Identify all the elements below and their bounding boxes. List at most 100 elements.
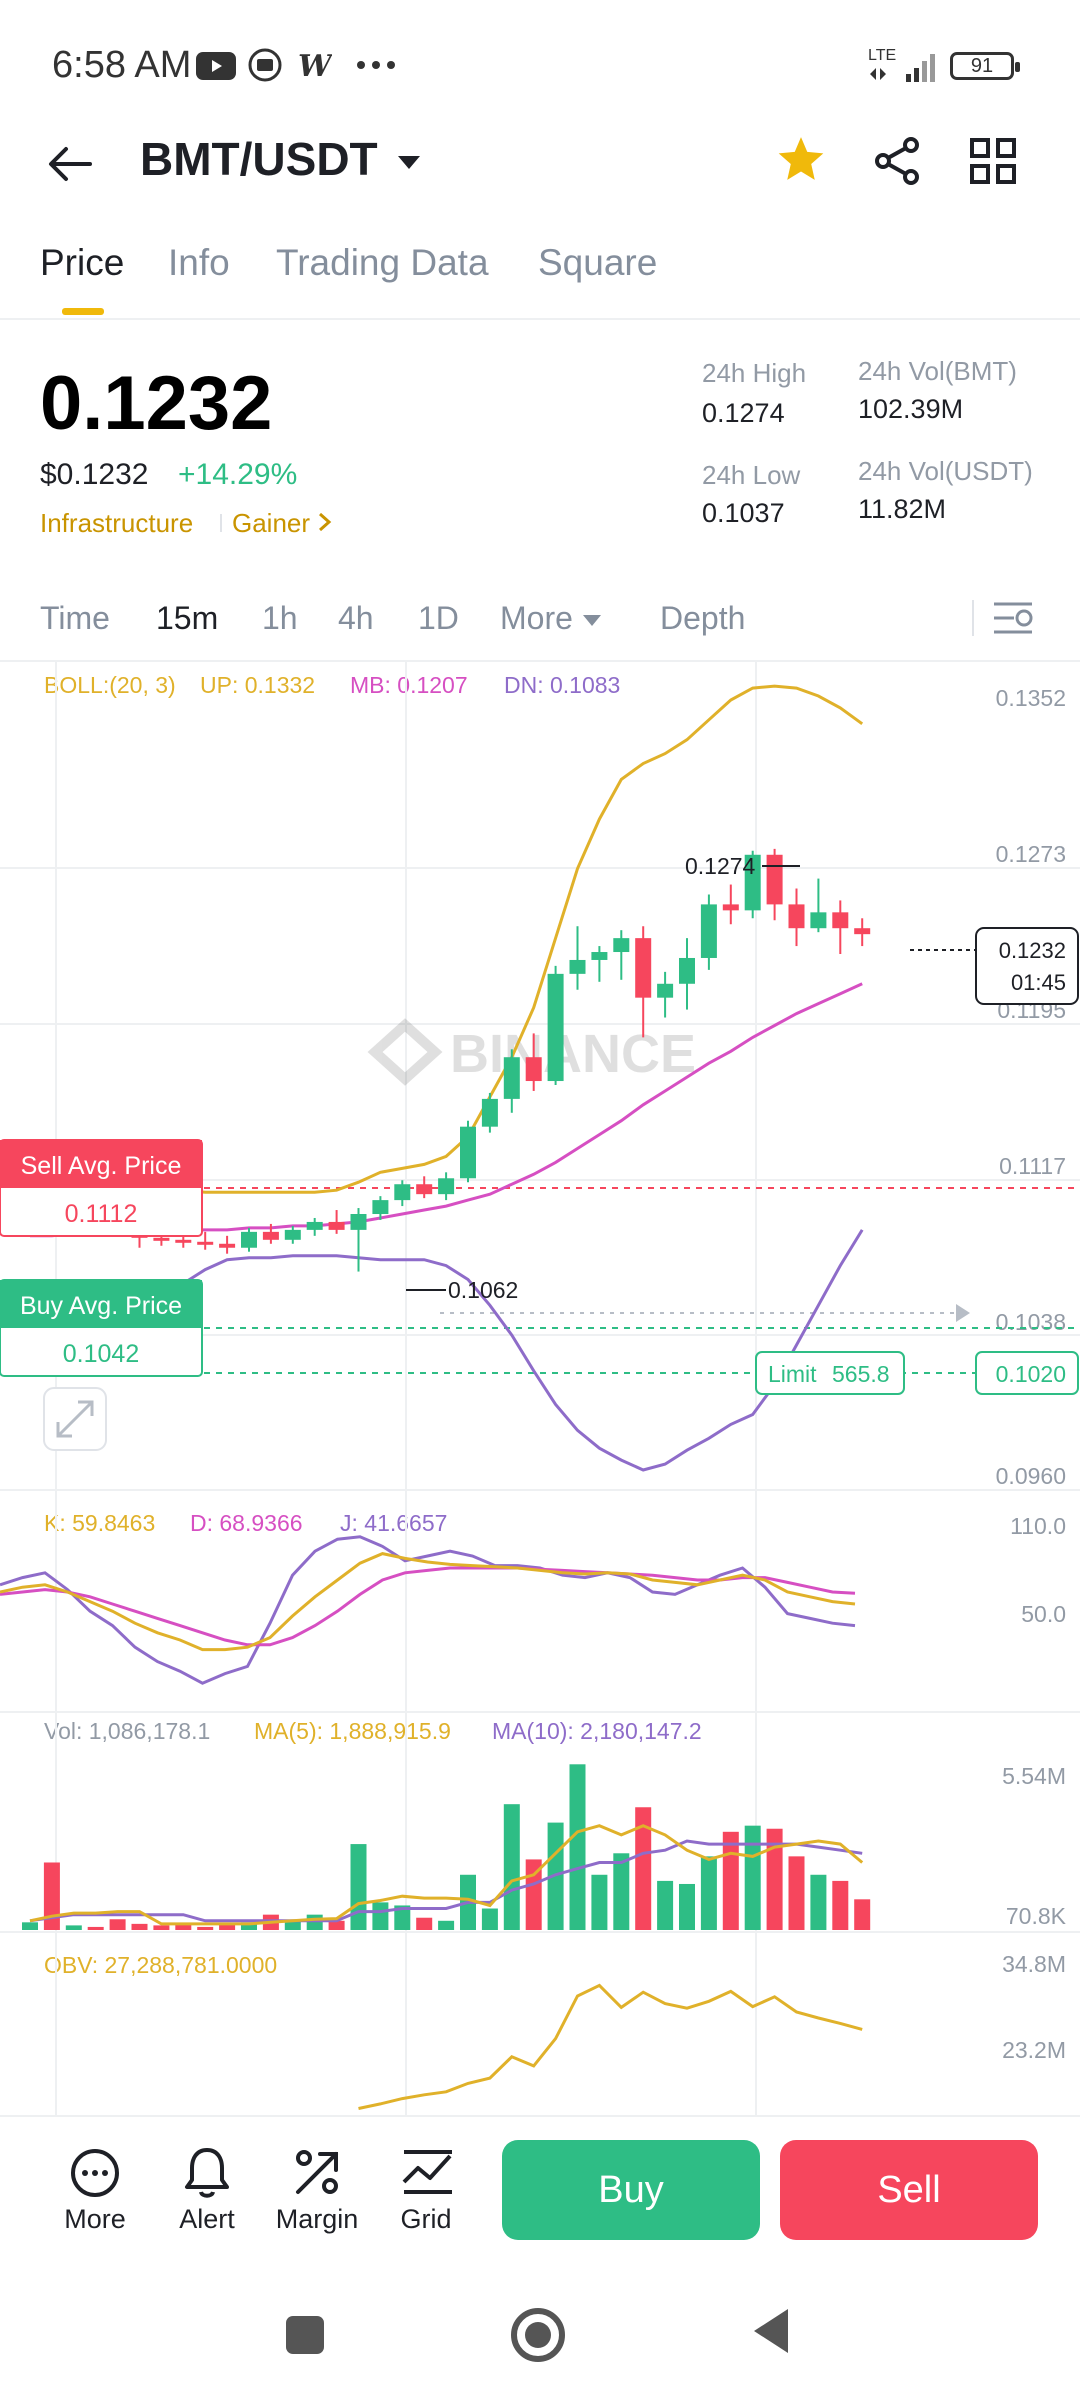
margin-label[interactable]: Margin: [275, 2204, 359, 2234]
volume-bar: [87, 1926, 104, 1930]
back-arrow-icon[interactable]: [44, 138, 96, 190]
volume-bar: [438, 1920, 455, 1930]
obv-series-line: [358, 1983, 863, 2110]
nav-back-icon[interactable]: [750, 2306, 792, 2356]
share-icon[interactable]: [872, 136, 922, 186]
candle-body: [350, 1214, 367, 1230]
kdj-k-line: [0, 1552, 856, 1652]
grid-trading-icon[interactable]: [400, 2144, 456, 2200]
volume-bar: [350, 1844, 367, 1930]
interval-time[interactable]: Time: [40, 600, 110, 636]
sell-button[interactable]: Sell: [780, 2140, 1038, 2240]
obv-axis-top: 34.8M: [1002, 1951, 1066, 1977]
interval-1d[interactable]: 1D: [418, 600, 459, 636]
kdj-lines: [0, 1535, 856, 1685]
sector-tag[interactable]: Infrastructure: [40, 508, 194, 538]
buy-avg-value: 0.1042: [63, 1340, 139, 1368]
volume-axis-top: 5.54M: [1002, 1763, 1066, 1789]
last-price-box: 0.1232 01:45: [975, 927, 1079, 1005]
obv-line: [358, 1983, 863, 2110]
network-label: LTE: [868, 47, 896, 64]
tab-square[interactable]: Square: [538, 242, 658, 283]
interval-depth[interactable]: Depth: [660, 600, 746, 636]
boll-up-line: [29, 684, 864, 1194]
interval-more-label: More: [500, 600, 573, 636]
candle-body: [394, 1184, 411, 1201]
recent-apps-button[interactable]: [286, 2316, 324, 2354]
volume-ma5-line: [29, 1824, 864, 1926]
buy-avg-price-label: Buy Avg. Price 0.1042: [0, 1279, 203, 1377]
settings-divider: [972, 600, 974, 636]
tab-info[interactable]: Info: [168, 242, 230, 283]
candle-body: [591, 952, 608, 960]
countdown: 01:45: [1011, 970, 1066, 995]
grid-label[interactable]: Grid: [400, 2204, 452, 2234]
more-icon[interactable]: [68, 2146, 122, 2200]
caret-down-icon: [398, 155, 421, 169]
star-favorite-icon[interactable]: [776, 134, 826, 184]
margin-icon[interactable]: [290, 2144, 344, 2200]
chart-settings-icon[interactable]: [992, 600, 1034, 636]
high-label: 24h High: [702, 358, 807, 388]
tab-trading-data[interactable]: Trading Data: [276, 242, 489, 283]
buy-button[interactable]: Buy: [502, 2140, 760, 2240]
candle-body: [306, 1221, 323, 1230]
volume-bar: [657, 1880, 674, 1930]
candle-body: [372, 1200, 389, 1215]
interval-4h[interactable]: 4h: [338, 600, 374, 636]
candle-body: [744, 854, 761, 911]
high-marker-label: 0.1274: [685, 853, 756, 879]
grid-layout-icon[interactable]: [970, 138, 1016, 184]
candle-body: [438, 1178, 455, 1195]
youtube-icon: [196, 52, 236, 80]
alert-label[interactable]: Alert: [179, 2204, 235, 2234]
candle-body: [284, 1229, 301, 1240]
candle-body: [153, 1237, 170, 1241]
caret-down-icon: [582, 614, 601, 626]
bell-icon[interactable]: [180, 2144, 234, 2200]
pair-title: BMT/USDT: [140, 133, 378, 185]
expand-chart-icon: [43, 1387, 107, 1451]
more-label[interactable]: More: [64, 2204, 126, 2234]
volume-bar: [197, 1926, 214, 1930]
kdj-j-line: [0, 1535, 856, 1685]
usd-price: $0.1232: [40, 458, 149, 491]
change-percent: +14.29%: [178, 458, 298, 491]
candle-body: [197, 1241, 214, 1245]
volume-bar: [153, 1925, 170, 1930]
y-tick: 0.1117: [999, 1153, 1066, 1179]
candle-body: [481, 1098, 498, 1127]
kdj-d: D: 68.9366: [190, 1510, 303, 1536]
volume-bar: [306, 1914, 323, 1930]
volume-bar: [591, 1874, 608, 1930]
volume-value: Vol: 1,086,178.1: [44, 1718, 211, 1744]
volume-bar: [372, 1902, 389, 1930]
interval-15m[interactable]: 15m: [156, 600, 219, 636]
interval-1h[interactable]: 1h: [262, 600, 298, 636]
candle-body: [547, 973, 564, 1082]
tab-price[interactable]: Price: [40, 242, 125, 283]
sell-avg-title: Sell Avg. Price: [21, 1152, 182, 1180]
y-tick: 0.1038: [996, 1309, 1066, 1335]
volume-bar: [43, 1862, 60, 1930]
gainer-tag[interactable]: Gainer: [232, 508, 332, 539]
crosshair-arrow: [956, 1304, 970, 1322]
limit-price: 0.1020: [996, 1361, 1066, 1387]
volume-ma10: MA(10): 2,180,147.2: [492, 1718, 702, 1744]
candle-body: [241, 1231, 257, 1248]
candlestick-chart[interactable]: BINANCE 0.1352 0.1273 0.1195 0.1117 0.10…: [0, 660, 1080, 2115]
home-button[interactable]: [511, 2308, 565, 2362]
low-marker-label: 0.1062: [448, 1277, 518, 1303]
low-value: 0.1037: [702, 498, 785, 528]
chevron-right-icon: [319, 512, 332, 532]
volume-bar: [613, 1853, 630, 1930]
pair-selector[interactable]: BMT/USDT: [140, 132, 421, 186]
candle-body: [854, 928, 871, 935]
volume-bar: [219, 1923, 236, 1930]
tabs-divider: [0, 318, 1080, 320]
interval-more[interactable]: More: [500, 600, 601, 637]
volume-bar: [832, 1880, 849, 1930]
gainer-tag-label: Gainer: [232, 508, 311, 538]
more-notifications-icon: [357, 61, 395, 69]
w-app-icon: W: [298, 50, 332, 80]
